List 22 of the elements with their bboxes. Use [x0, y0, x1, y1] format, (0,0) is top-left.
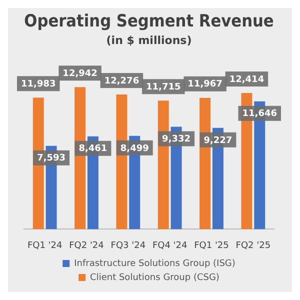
data-label: 11,715	[146, 82, 181, 92]
x-tick-label: FQ4 '24	[152, 240, 188, 251]
chart-subtitle: (in $ millions)	[106, 34, 192, 47]
data-label: 12,276	[104, 76, 140, 86]
x-tick-label: FQ1 '25	[194, 240, 229, 251]
data-label: 7,593	[37, 154, 66, 164]
x-tick-label: FQ3 '24	[110, 240, 146, 251]
data-label: 8,499	[120, 144, 149, 154]
data-label: 8,461	[78, 144, 108, 154]
legend-label: Infrastructure Solutions Group (ISG)	[74, 258, 236, 269]
x-tick-label: FQ1 '24	[27, 240, 62, 251]
data-label: 11,967	[188, 80, 222, 90]
data-label: 11,983	[21, 80, 56, 90]
data-label: 9,227	[204, 136, 232, 146]
x-tick-label: FQ2 '25	[236, 240, 271, 251]
data-label: 11,646	[242, 109, 277, 120]
chart-title: Operating Segment Revenue	[24, 10, 274, 31]
data-label: 12,414	[229, 74, 264, 85]
legend-label: Client Solutions Group (CSG)	[90, 272, 220, 283]
data-label: 9,332	[162, 134, 191, 145]
x-tick-label: FQ2 '24	[69, 240, 104, 251]
data-label: 12,942	[62, 69, 98, 80]
